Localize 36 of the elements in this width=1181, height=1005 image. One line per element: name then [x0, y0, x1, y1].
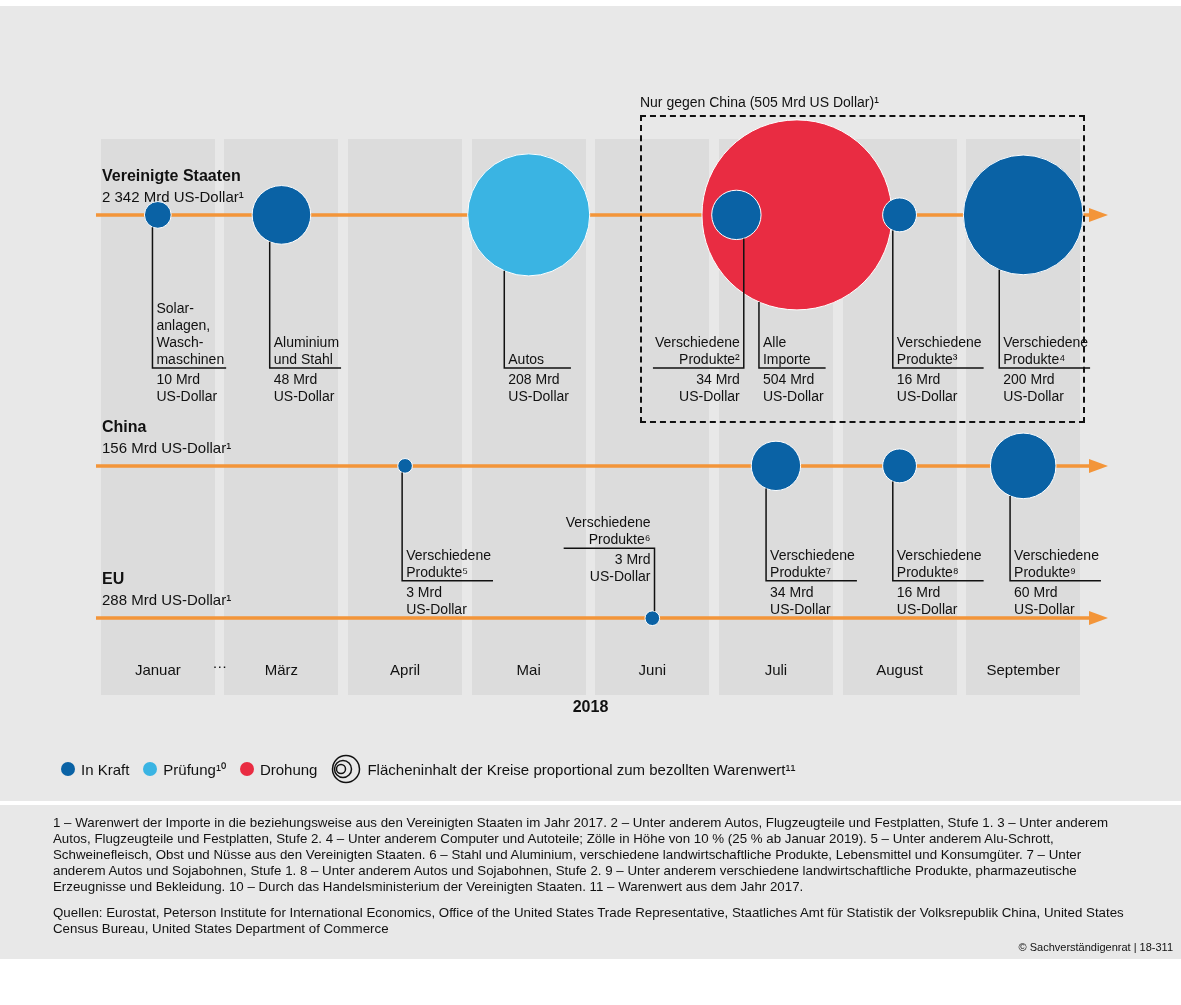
data-label: Verschiedene Produkte³ 16 Mrd US-Dollar: [896, 333, 982, 404]
category-label: April: [390, 661, 421, 679]
text: …: [212, 654, 228, 671]
text: 288 Mrd US-Dollar¹: [102, 591, 232, 609]
data-label: Alle Importe 504 Mrd US-Dollar: [762, 333, 824, 404]
category-label: Juli: [764, 661, 788, 679]
data-label: Autos 208 Mrd US-Dollar: [508, 350, 570, 404]
source-note: Quellen: Eurostat, Peterson Institute for International Economics, Office of the United States Trade Representative, Staatliches Amt für Statistik der Volksrepublik China, United States Census Bureau, United States Department of Commerce: [53, 905, 1125, 937]
text: In Kraft: [81, 760, 130, 778]
data-label: Verschiedene Produkte⁸ 16 Mrd US-Dollar: [896, 546, 982, 617]
text: 2 342 Mrd US-Dollar¹: [102, 187, 244, 205]
category-label: März: [264, 661, 299, 679]
data-label: Verschiedene Produkte⁹ 60 Mrd US-Dollar: [1014, 546, 1100, 617]
data-label: Verschiedene Produkte² 34 Mrd US-Dollar: [654, 333, 741, 404]
text: 156 Mrd US-Dollar¹: [102, 438, 232, 456]
text: Nur gegen China (505 Mrd US Dollar)¹: [639, 93, 880, 110]
category-label: September: [986, 661, 1060, 679]
data-label: Verschiedene Produkte⁶ 3 Mrd US-Dollar: [565, 514, 651, 585]
text: Drohung: [259, 760, 318, 778]
text: EU: [102, 570, 125, 588]
text: Flächeninhalt der Kreise proportional zum bezollten Warenwert¹¹: [367, 760, 796, 778]
data-label: Verschiedene Produkte⁷ 34 Mrd US-Dollar: [770, 546, 856, 617]
text: © Sachverständigenrat | 18-311: [1017, 940, 1173, 955]
category-label: Januar: [134, 661, 181, 679]
text: 2018: [572, 698, 609, 716]
data-label: Aluminium und Stahl 48 Mrd US-Dollar: [273, 333, 340, 404]
data-label: Solar- anlagen, Wasch- maschinen 10 Mrd US-Dollar: [156, 299, 225, 404]
data-label: Verschiedene Produkte⁴ 200 Mrd US-Dollar: [1003, 333, 1089, 404]
data-label: Verschiedene Produkte⁵ 3 Mrd US-Dollar: [406, 546, 492, 617]
text: China: [102, 417, 147, 435]
text: Vereinigte Staaten: [102, 166, 241, 184]
category-label: Mai: [516, 661, 541, 679]
text: 1 – Warenwert der Importe in die beziehungsweise aus den Vereinigten Staaten im Jahr 2017. 2 – Unter anderem Autos, Flugzeugteile und Festplatten, Stufe 1. 3 – Unter anderem Autos, Flugzeugteile und Festplatten, Stufe 2. 4 – Unter anderem Computer und Autoteile; Zölle in Höhe von 10 % (25 % ab Januar 2019). 5 – Unter anderem Alu-Schrott, Schweinefleisch, Obst und Nüsse aus den Vereinigten Staaten. 6 – Stahl und Aluminium, verschiedene landwirtschaftliche Produkte, Lebensmittel und Konsumgüter. 7 – Unter anderem Autos und Sojabohnen, Stufe 1. 8 – Unter anderem Autos und Sojabohnen, Stufe 2. 9 – Unter anderem verschiedene landwirtschaftliche Produkte, pharmazeutische Erzeugnisse und Bekleidung. 10 – Durch das Handelsministerium der Vereinigten Staaten. 11 – Warenwert aus dem Jahr 2017.: [53, 815, 1110, 895]
category-label: August: [876, 661, 924, 679]
text: Prüfung¹⁰: [163, 760, 226, 779]
category-label: Juni: [638, 661, 667, 679]
